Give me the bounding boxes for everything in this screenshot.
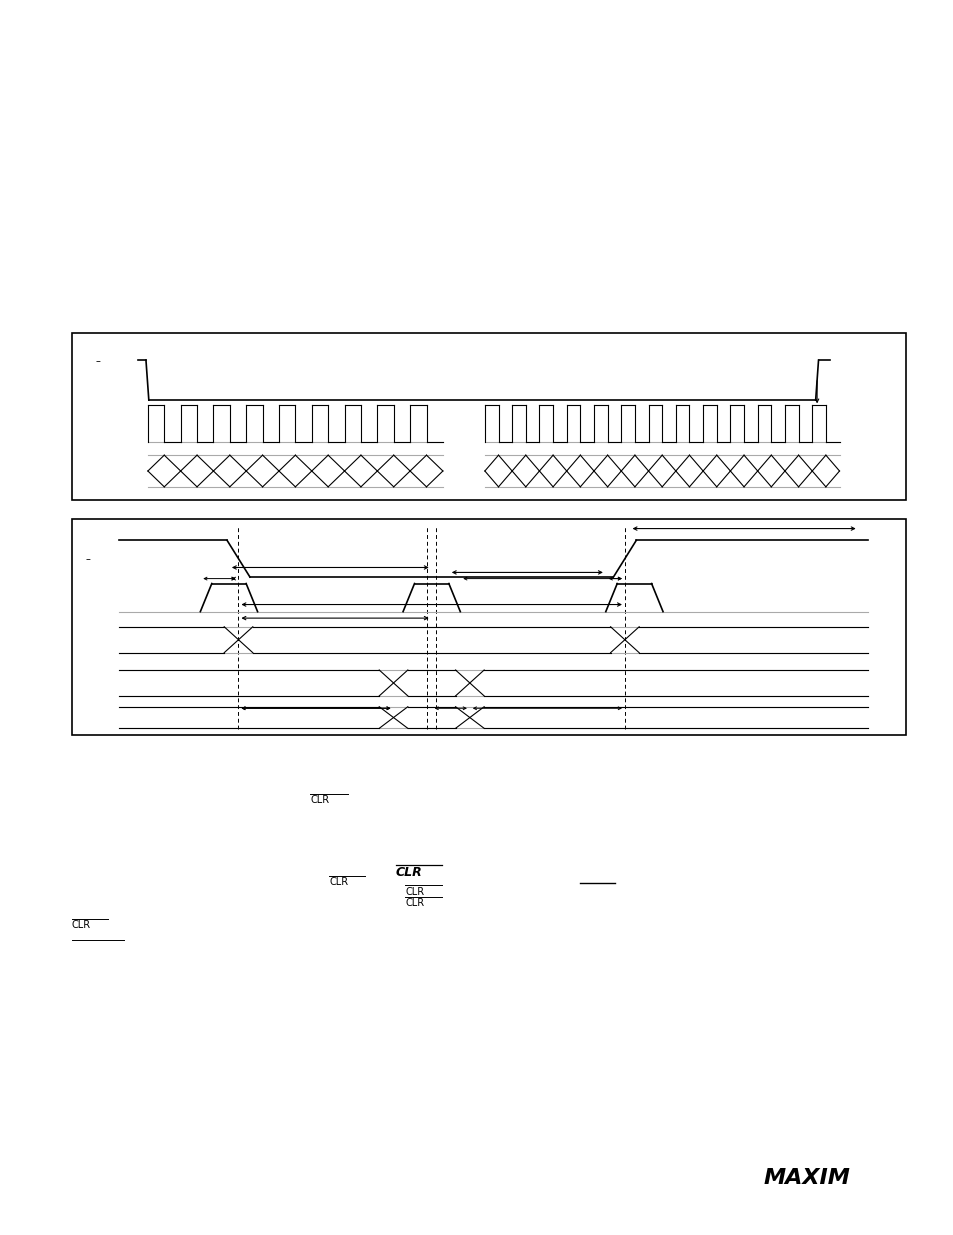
Text: CLR: CLR — [405, 898, 424, 908]
Text: –: – — [95, 357, 100, 367]
Text: CLR: CLR — [405, 887, 424, 897]
Bar — [71, 333, 905, 500]
Bar — [71, 519, 905, 735]
Text: CLR: CLR — [329, 877, 348, 887]
Text: –: – — [86, 553, 91, 563]
Text: CLR: CLR — [71, 920, 91, 930]
Text: CLR: CLR — [310, 795, 329, 805]
Text: CLR: CLR — [395, 866, 422, 879]
Text: MAXIM: MAXIM — [762, 1168, 849, 1188]
